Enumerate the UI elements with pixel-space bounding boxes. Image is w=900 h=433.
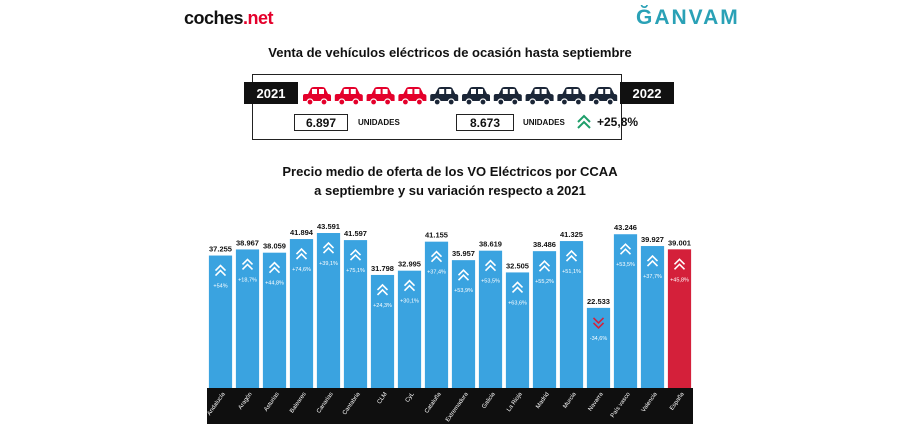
bar-value-label: 43.591 — [317, 222, 340, 231]
bar — [532, 251, 557, 388]
bar — [586, 307, 611, 388]
arrow-up-icon — [538, 260, 551, 272]
arrow-up-icon — [430, 250, 443, 263]
arrow-up-icon — [403, 279, 416, 292]
bar-value-label: 38.619 — [479, 240, 502, 249]
bar-variation-label: +55,2% — [535, 279, 554, 285]
bar-variation-label: +53,5% — [481, 279, 500, 285]
arrow-up-icon — [484, 259, 497, 272]
bar — [397, 270, 422, 388]
arrow-up-icon — [268, 261, 281, 274]
arrow-up-icon — [214, 264, 227, 277]
bar-variation-label: -34,6% — [590, 336, 608, 342]
bar-variation-label: +30,1% — [400, 299, 419, 305]
bar — [208, 255, 233, 388]
bar-variation-label: +18,7% — [238, 277, 257, 283]
bar-variation-label: +24,3% — [373, 303, 392, 309]
arrow-down-icon — [592, 317, 605, 330]
bar-value-label: 22.533 — [587, 297, 610, 306]
units-2021-label: UNIDADES — [358, 118, 400, 127]
bar — [667, 249, 692, 388]
bar-value-label: 32.505 — [506, 261, 529, 270]
bar-variation-label: +53,5% — [616, 262, 635, 268]
bar-value-label: 38.967 — [236, 238, 259, 247]
bar — [289, 239, 314, 388]
car-icon — [525, 87, 554, 106]
bar-variation-label: +39,1% — [319, 261, 338, 267]
car-icons-row — [303, 87, 618, 106]
year-2021-badge: 2021 — [244, 82, 298, 104]
arrow-up-icon — [457, 269, 470, 281]
bar — [235, 249, 260, 388]
chart-title: Precio medio de oferta de los VO Eléctri… — [282, 164, 618, 198]
arrow-up-icon — [619, 243, 632, 255]
arrow-up-icon — [673, 258, 686, 270]
bar-value-label: 38.486 — [533, 240, 556, 249]
bar — [505, 272, 530, 388]
units-2021-value: 6.897 — [294, 114, 348, 131]
bar-value-label: 39.001 — [668, 238, 691, 247]
bar-variation-label: +75,1% — [346, 268, 365, 274]
bar — [640, 246, 665, 388]
bar-value-label: 41.155 — [425, 231, 448, 240]
arrow-up-icon — [349, 248, 362, 261]
car-icon — [398, 87, 427, 106]
bar — [424, 241, 449, 388]
arrow-up-icon — [376, 283, 389, 296]
bar — [316, 233, 341, 388]
arrow-up-icon — [565, 249, 578, 262]
bar — [343, 240, 368, 388]
bar-value-label: 41.894 — [290, 228, 314, 237]
bar-variation-label: +37,4% — [427, 270, 446, 276]
bar — [370, 274, 395, 388]
bar — [613, 234, 638, 388]
bar-value-label: 37.255 — [209, 245, 232, 254]
bar-variation-label: +54% — [213, 284, 227, 290]
arrow-up-icon — [322, 241, 335, 254]
bar-variation-label: +37,7% — [643, 274, 662, 280]
bar-value-label: 38.059 — [263, 242, 286, 251]
arrow-up-icon — [295, 247, 308, 260]
bar-value-label: 31.798 — [371, 264, 394, 273]
car-icon — [334, 87, 363, 106]
bar-value-label: 43.246 — [614, 223, 637, 232]
bar-variation-label: +45,8% — [670, 277, 689, 283]
bar-variation-label: +51,1% — [562, 269, 581, 275]
car-icon — [303, 87, 331, 106]
bar — [451, 260, 476, 388]
summary-title: Venta de vehículos eléctricos de ocasión… — [268, 45, 632, 60]
car-icon — [589, 87, 618, 106]
year-2022-badge: 2022 — [620, 82, 674, 104]
summary-box — [252, 74, 622, 140]
units-2022-label: UNIDADES — [523, 118, 565, 127]
car-icon — [493, 87, 522, 106]
bar-value-label: 41.597 — [344, 229, 367, 238]
arrow-up-icon — [241, 258, 254, 271]
cochesnet-logo: coches.net — [184, 8, 274, 28]
arrow-up-icon — [511, 281, 524, 293]
units-2022-value: 8.673 — [456, 114, 514, 131]
car-icon — [430, 87, 459, 106]
bar-value-label: 39.927 — [641, 235, 664, 244]
variation-total: +25,8% — [597, 115, 639, 129]
bar — [559, 241, 584, 388]
car-icon — [366, 87, 395, 106]
bar-variation-label: +74,6% — [292, 267, 311, 273]
variation-up-icon — [577, 114, 591, 129]
bar-value-label: 32.995 — [398, 260, 421, 269]
bar-variation-label: +44,8% — [265, 281, 284, 287]
bar-value-label: 35.957 — [452, 249, 475, 258]
car-icon — [557, 87, 586, 106]
category-strip — [207, 388, 693, 424]
category-label: CyL — [405, 391, 416, 404]
bar-variation-label: +63,6% — [508, 300, 527, 306]
car-icon — [462, 87, 490, 106]
ganvam-logo: ĞANVAM — [636, 6, 740, 29]
bar-value-label: 41.325 — [560, 230, 583, 239]
bar — [262, 252, 287, 388]
bar — [478, 250, 503, 388]
arrow-up-icon — [646, 254, 659, 267]
bar-variation-label: +53,9% — [454, 288, 473, 294]
